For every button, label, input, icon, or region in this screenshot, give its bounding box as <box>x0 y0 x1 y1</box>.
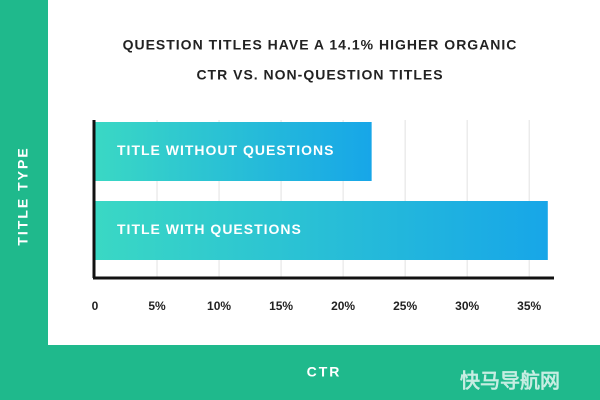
bar-label: TITLE WITH QUESTIONS <box>117 221 302 237</box>
bar-label: TITLE WITHOUT QUESTIONS <box>117 142 334 158</box>
x-tick-label: 0 <box>92 299 99 313</box>
x-tick-label: 20% <box>331 299 355 313</box>
bar <box>95 122 372 181</box>
x-tick-label: 5% <box>148 299 166 313</box>
watermark: 快马导航网 <box>460 368 560 392</box>
x-tick-label: 10% <box>207 299 231 313</box>
y-axis-label: TITLE TYPE <box>15 146 31 245</box>
x-tick-label: 25% <box>393 299 417 313</box>
x-tick-label: 15% <box>269 299 293 313</box>
chart-title: QUESTION TITLES HAVE A 14.1% HIGHER ORGA… <box>123 37 518 53</box>
x-axis-label: CTR <box>307 364 342 380</box>
chart-title: CTR VS. NON-QUESTION TITLES <box>196 67 443 83</box>
left-band <box>0 0 48 400</box>
bar <box>95 201 548 260</box>
x-tick-label: 35% <box>517 299 541 313</box>
bottom-band <box>0 345 600 400</box>
x-tick-label: 30% <box>455 299 479 313</box>
